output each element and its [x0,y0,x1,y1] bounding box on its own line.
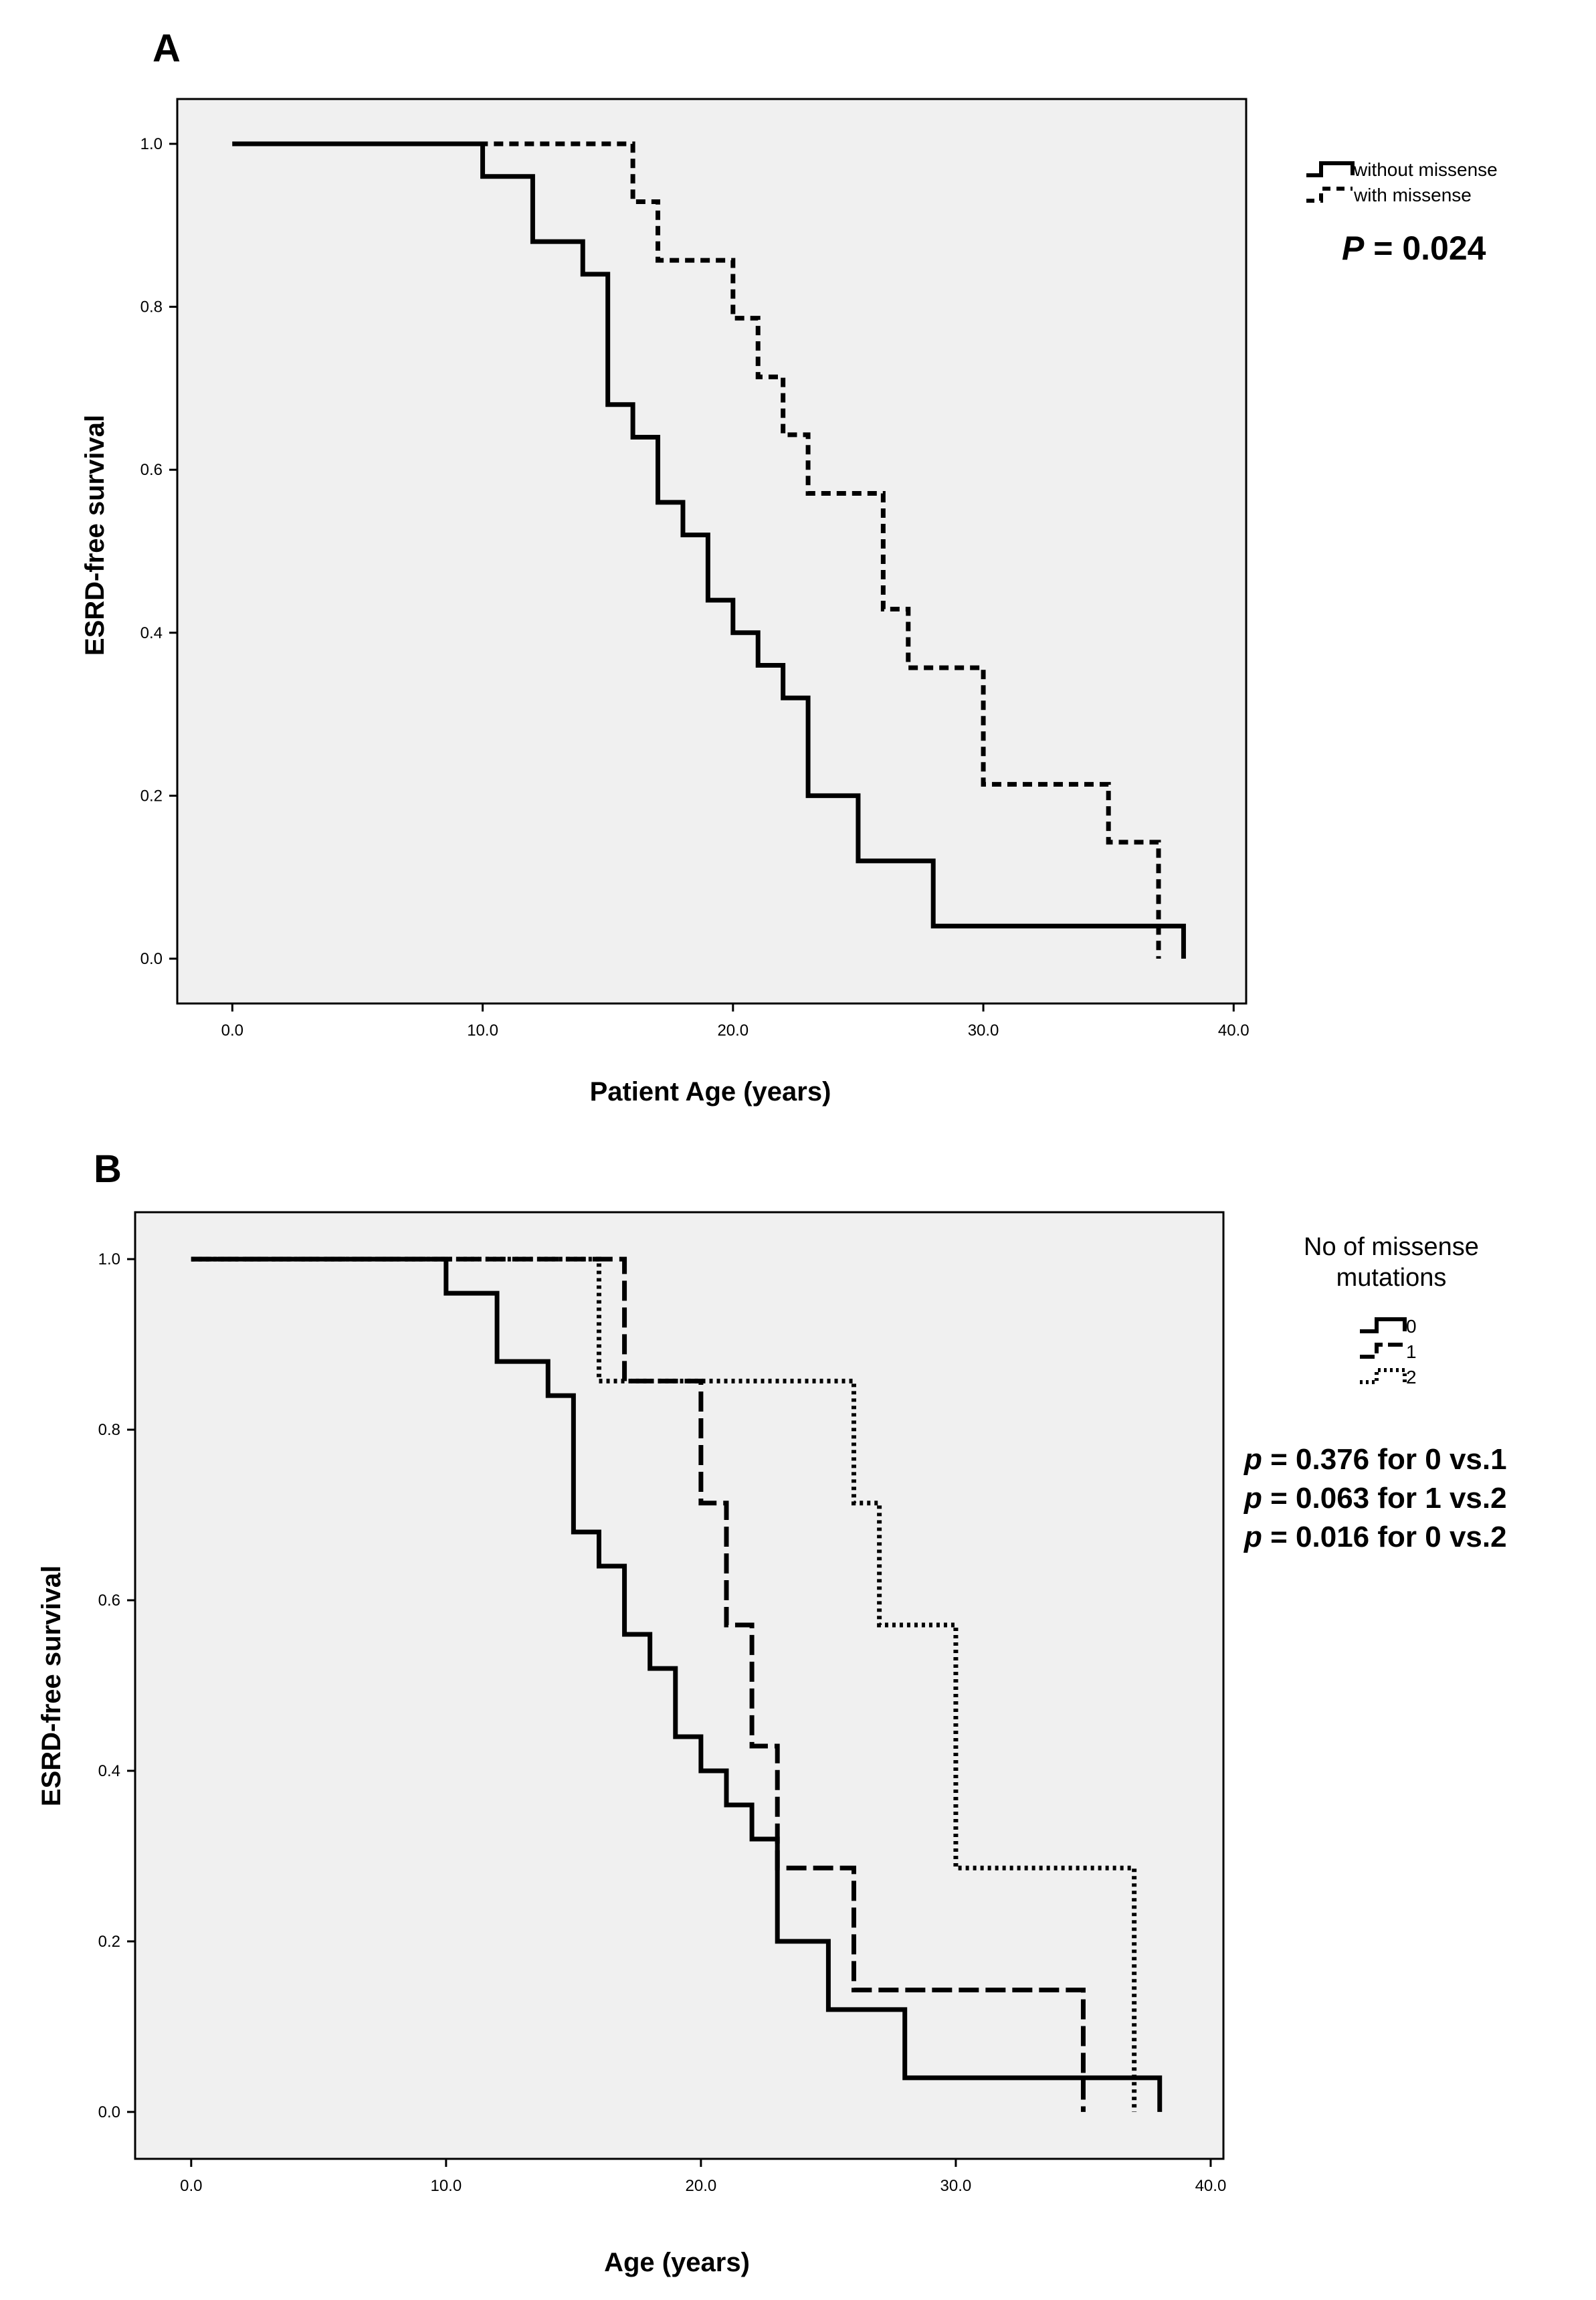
y-tick-label: 0.6 [140,461,163,479]
survival-curve-0 [191,1256,1163,2112]
panel-b-legend: No of missense mutations 0 1 2 p = 0.376… [1243,1233,1507,1553]
survival-curve-with-missense [232,141,1161,959]
y-tick-label: 0.2 [140,787,163,805]
x-tick-label: 0.0 [221,1022,243,1040]
panel-a-legend: without missense with missense P = 0.024 [1306,159,1498,267]
x-tick-label: 10.0 [467,1022,498,1040]
y-tick-label: 0.8 [140,298,163,316]
p-value-0-vs-1: p = 0.376 for 0 vs.1 [1243,1443,1507,1476]
p-symbol: P [1342,229,1365,267]
x-tick-label: 20.0 [717,1022,749,1040]
legend-entry-1: 1 [1360,1341,1417,1362]
legend-entry-0: 0 [1360,1316,1417,1337]
panel-b-y-axis-label: ESRD-free survival [37,1565,66,1806]
x-tick-label: 40.0 [1195,2177,1227,2195]
panel-b-x-axis-label: Age (years) [604,2248,750,2277]
legend-label: with missense [1353,185,1472,205]
x-tick-label: 30.0 [940,2177,972,2195]
x-tick-label: 30.0 [968,1022,999,1040]
y-tick-label: 0.4 [98,1762,120,1780]
y-tick-label: 1.0 [140,135,163,153]
panel-a-label: A [153,27,181,70]
survival-curve-without-missense [232,141,1186,959]
legend-swatch-solid [1306,161,1355,177]
legend-entry-without-missense: without missense [1306,159,1498,180]
panel-a-plot-area [176,98,1248,1005]
p-symbol: p [1243,1443,1262,1476]
panel-a-axes: 0.0 10.0 20.0 30.0 40.0 0.0 0.2 0.4 0.6 0.8 1.0 [140,135,1250,1040]
p-value-text: = 0.376 for 0 vs.1 [1262,1443,1507,1476]
panel-b-plot-area [134,1211,1225,2160]
y-tick-label: 0.6 [98,1592,120,1610]
legend-label: without missense [1353,159,1498,180]
panel-a-y-axis-label: ESRD-free survival [80,415,110,656]
panel-b-curves [191,1256,1163,2112]
x-tick-label: 20.0 [686,2177,717,2195]
legend-swatch-solid [1360,1317,1407,1333]
p-symbol: p [1243,1482,1262,1515]
legend-swatch-dashed [1306,187,1353,203]
p-symbol: p [1243,1521,1262,1553]
p-value-text: = 0.063 for 1 vs.2 [1262,1482,1507,1515]
y-tick-label: 1.0 [98,1250,120,1268]
x-tick-label: 0.0 [180,2177,202,2195]
p-value-0-vs-2: p = 0.016 for 0 vs.2 [1243,1521,1507,1553]
panel-b-label: B [94,1147,122,1191]
x-tick-label: 10.0 [430,2177,462,2195]
legend-title-line-2: mutations [1336,1264,1447,1292]
panel-a-curves [232,141,1186,959]
y-tick-label: 0.0 [140,950,163,968]
y-tick-label: 0.2 [98,1933,120,1951]
legend-swatch-longdash [1360,1343,1405,1359]
legend-label: 0 [1406,1316,1417,1337]
legend-entry-with-missense: with missense [1306,185,1472,205]
y-tick-label: 0.4 [140,624,163,642]
legend-label: 2 [1406,1367,1417,1387]
y-tick-label: 0.8 [98,1421,120,1439]
y-tick-label: 0.0 [98,2103,120,2121]
panel-a-x-axis-label: Patient Age (years) [590,1077,831,1107]
panel-a-p-value: P = 0.024 [1342,229,1486,267]
legend-entry-2: 2 [1360,1367,1417,1387]
x-tick-label: 40.0 [1218,1022,1250,1040]
panel-b: B 0.0 10.0 20.0 30.0 40.00.00.20.40.60.81.0 … [37,1147,1507,2277]
panel-b-axes: 0.0 10.0 20.0 30.0 40.0 0.0 0.2 0.4 0.6 0.8 1.0 [98,1250,1227,2195]
p-value-text: = 0.024 [1364,229,1486,267]
legend-swatch-dotted [1360,1368,1407,1384]
survival-curve-1 [191,1256,1086,2112]
legend-title-line-1: No of missense [1304,1233,1479,1261]
p-value-text: = 0.016 for 0 vs.2 [1262,1521,1507,1553]
legend-label: 1 [1406,1341,1417,1362]
p-value-1-vs-2: p = 0.063 for 1 vs.2 [1243,1482,1507,1515]
panel-a: A 0.0 10.0 20.0 30.0 40.00.00.20.40.60.81.0 … [80,27,1498,1107]
